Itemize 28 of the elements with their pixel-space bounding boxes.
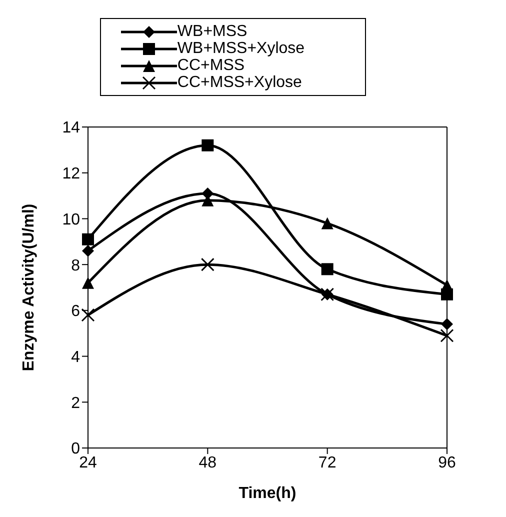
legend-label: CC+MSS [177, 57, 245, 74]
x-tick-label: 72 [318, 454, 336, 472]
y-tick-label: 4 [71, 348, 80, 366]
point [82, 244, 94, 257]
y-tick-label: 8 [71, 257, 80, 274]
x-tick-label: 24 [79, 454, 97, 472]
legend-label: WB+MSS [177, 23, 248, 40]
legend-label: CC+MSS+Xylose [177, 74, 302, 91]
point [82, 276, 94, 289]
y-tick-label: 2 [71, 394, 80, 412]
y-tick-label: 6 [71, 303, 80, 320]
x-axis-title: Time(h) [238, 485, 296, 502]
y-axis-title: Enzyme Activity(U/ml) [20, 204, 38, 372]
y-tick-label: 0 [71, 440, 80, 458]
x-tick-label: 48 [198, 454, 217, 472]
point [200, 258, 214, 272]
y-tick-label: 10 [62, 211, 80, 228]
point [81, 308, 95, 322]
point [321, 217, 334, 230]
point [202, 139, 214, 152]
point [82, 233, 94, 246]
legend-label: WB+MSS+Xylose [177, 40, 305, 57]
point [321, 263, 334, 276]
y-tick-label: 12 [62, 166, 80, 183]
point [441, 318, 453, 330]
x-tick-label: 96 [438, 454, 456, 472]
point [440, 328, 454, 342]
y-tick-label: 14 [62, 120, 80, 137]
